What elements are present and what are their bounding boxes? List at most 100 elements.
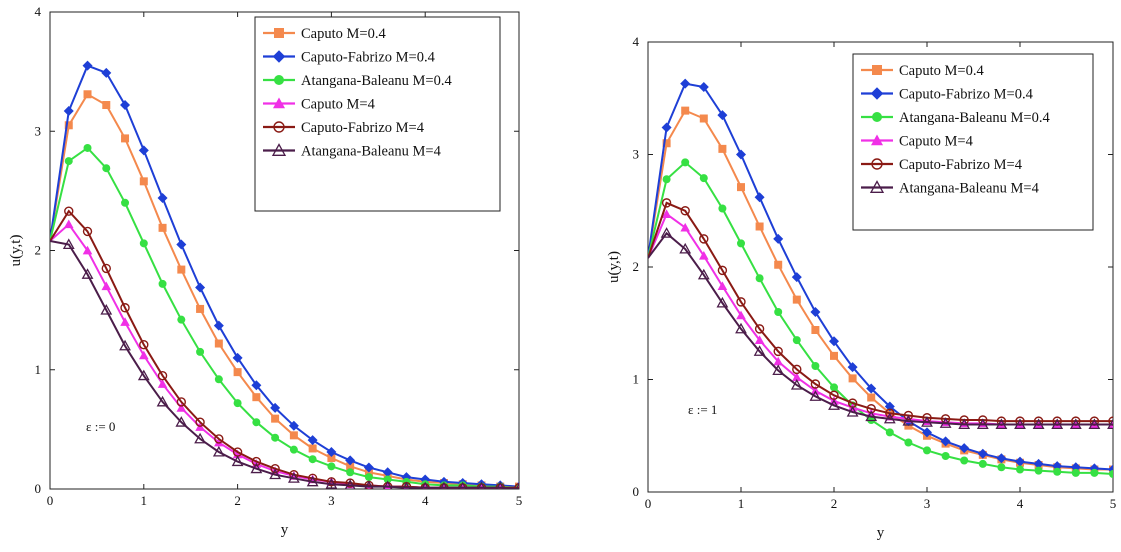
- data-point: [867, 393, 876, 402]
- data-point: [1090, 468, 1099, 477]
- data-point: [829, 336, 839, 347]
- data-point: [251, 456, 262, 467]
- data-point: [137, 369, 150, 381]
- data-point: [960, 456, 969, 465]
- legend-swatch-marker: [273, 121, 285, 133]
- data-point: [976, 418, 989, 429]
- data-point: [977, 448, 988, 459]
- x-axis-label: y: [877, 525, 885, 541]
- x-tick-label: 5: [1110, 496, 1117, 511]
- data-point: [270, 402, 281, 413]
- data-point: [382, 467, 393, 478]
- data-point: [735, 322, 747, 334]
- data-point: [231, 455, 244, 467]
- data-point: [698, 82, 709, 92]
- data-point: [271, 433, 280, 442]
- data-point: [402, 481, 411, 489]
- data-point: [233, 368, 242, 377]
- data-point: [736, 297, 746, 307]
- y-tick-label: 1: [35, 362, 42, 377]
- data-point: [175, 416, 188, 427]
- data-point: [156, 395, 169, 407]
- data-point: [1088, 418, 1101, 429]
- data-point: [364, 473, 373, 482]
- data-point: [736, 310, 746, 320]
- data-point: [866, 383, 877, 394]
- series-caputo-m-4: [648, 209, 1113, 429]
- data-point: [1069, 418, 1082, 429]
- data-point: [233, 399, 242, 408]
- data-point: [63, 105, 74, 116]
- data-point: [119, 339, 131, 351]
- y-tick-label: 2: [35, 243, 42, 258]
- legend-entry-label: Atangana-Baleanu M=0.4: [899, 110, 1050, 126]
- data-point: [252, 418, 261, 427]
- data-point: [792, 295, 801, 304]
- annotation-epsilon: ε := 1: [688, 402, 717, 417]
- data-point: [903, 410, 914, 421]
- x-tick-label: 3: [328, 493, 335, 508]
- data-point: [830, 383, 838, 392]
- data-point: [922, 427, 932, 438]
- data-point: [1034, 466, 1043, 475]
- data-point: [252, 393, 261, 402]
- x-tick-label: 5: [516, 493, 523, 508]
- data-point: [997, 463, 1006, 472]
- data-point: [1109, 470, 1113, 478]
- data-point: [139, 239, 148, 248]
- data-point: [64, 121, 73, 130]
- data-point: [718, 144, 727, 153]
- data-point: [176, 397, 187, 407]
- data-point: [661, 122, 672, 133]
- legend-swatch-marker: [870, 87, 884, 100]
- data-point: [120, 303, 130, 313]
- data-point: [921, 416, 933, 427]
- data-point: [661, 209, 672, 218]
- y-axis-label: u(y,t): [606, 251, 622, 283]
- data-point: [176, 403, 187, 412]
- series-caputo-fabrizo-m-0-4: [648, 78, 1113, 475]
- data-point: [772, 364, 785, 375]
- data-point: [102, 101, 111, 110]
- data-point: [791, 272, 802, 283]
- data-point: [680, 78, 691, 89]
- annotation-epsilon: ε := 0: [86, 419, 115, 434]
- data-point: [737, 183, 745, 192]
- data-point: [120, 317, 130, 326]
- data-point: [885, 408, 895, 418]
- data-point: [176, 239, 187, 250]
- data-point: [139, 340, 149, 350]
- data-point: [458, 481, 467, 489]
- data-point: [754, 335, 765, 344]
- data-point: [158, 279, 167, 288]
- x-tick-label: 4: [1017, 496, 1024, 511]
- x-tick-label: 0: [47, 493, 54, 508]
- data-point: [810, 307, 821, 317]
- data-point: [251, 380, 262, 391]
- data-point: [363, 462, 374, 473]
- legend-entry-label: Caputo-Fabrizo M=4: [899, 157, 1023, 173]
- legend-entry-label: Caputo-Fabrizo M=4: [301, 120, 425, 136]
- data-point: [477, 481, 486, 489]
- data-point: [82, 60, 93, 71]
- data-point: [345, 478, 355, 488]
- data-point: [939, 417, 952, 428]
- data-point: [212, 445, 225, 457]
- data-point: [214, 375, 223, 384]
- data-point: [1051, 418, 1064, 429]
- data-point: [1107, 418, 1113, 429]
- data-point: [195, 282, 206, 293]
- data-point: [1070, 462, 1081, 473]
- legend-swatch-marker: [872, 65, 882, 75]
- legend-entry-label: Caputo-Fabrizo M=0.4: [899, 87, 1034, 103]
- data-point: [344, 479, 356, 489]
- data-point: [250, 462, 263, 474]
- data-point: [120, 100, 131, 111]
- data-point: [755, 274, 764, 283]
- data-point: [773, 356, 783, 366]
- data-point: [846, 405, 859, 417]
- data-point: [214, 339, 223, 348]
- y-axis-label: u(y,t): [8, 235, 24, 267]
